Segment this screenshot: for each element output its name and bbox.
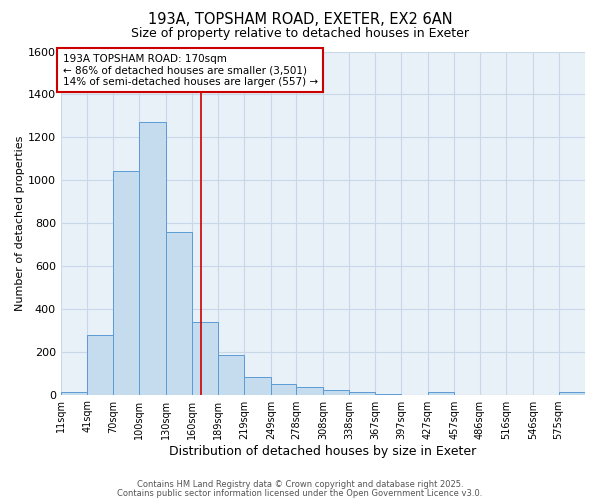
Bar (61, 392, 87, 394)
Bar (271, 384, 296, 394)
Bar (428, 392, 454, 394)
Text: Contains public sector information licensed under the Open Government Licence v3: Contains public sector information licen… (118, 488, 482, 498)
Text: 193A, TOPSHAM ROAD, EXETER, EX2 6AN: 193A, TOPSHAM ROAD, EXETER, EX2 6AN (148, 12, 452, 28)
Bar (244, 378, 271, 394)
X-axis label: Distribution of detached houses by size in Exeter: Distribution of detached houses by size … (169, 444, 476, 458)
Bar (87, 334, 113, 394)
Bar (349, 392, 375, 394)
Bar (296, 387, 323, 394)
Bar (323, 390, 349, 394)
Y-axis label: Number of detached properties: Number of detached properties (15, 136, 25, 310)
Bar (559, 392, 585, 394)
Bar (218, 355, 244, 395)
Text: 193A TOPSHAM ROAD: 170sqm
← 86% of detached houses are smaller (3,501)
14% of se: 193A TOPSHAM ROAD: 170sqm ← 86% of detac… (62, 54, 317, 87)
Text: Contains HM Land Registry data © Crown copyright and database right 2025.: Contains HM Land Registry data © Crown c… (137, 480, 463, 489)
Bar (166, 232, 192, 394)
Bar (113, 170, 139, 394)
Text: Size of property relative to detached houses in Exeter: Size of property relative to detached ho… (131, 28, 469, 40)
Bar (139, 122, 166, 394)
Bar (192, 322, 218, 394)
